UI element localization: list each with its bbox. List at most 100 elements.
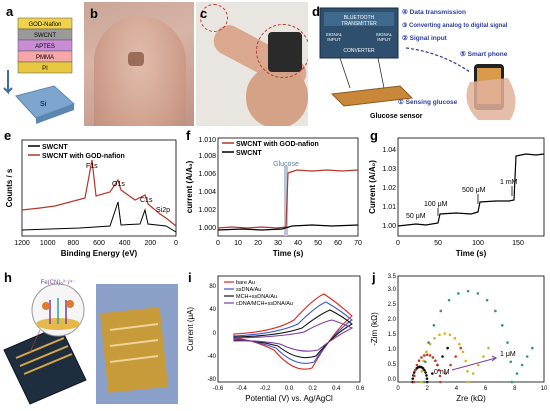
x-axis-label: Time (s) bbox=[456, 249, 487, 258]
panel-f: f SWCNT with GOD-nafion SWCNT Glucose 1.… bbox=[182, 128, 364, 260]
panel-label-g: g bbox=[370, 128, 378, 143]
nyquist-point bbox=[427, 341, 430, 344]
nyquist-point bbox=[453, 337, 457, 340]
panel-label-b: b bbox=[90, 6, 98, 21]
panel-label-f: f bbox=[186, 128, 191, 143]
nyquist-point bbox=[520, 363, 524, 367]
annotation-1mm: 1 mM bbox=[500, 179, 518, 186]
x-tick: 20 bbox=[254, 240, 262, 247]
annotation-500um: 500 μM bbox=[462, 187, 486, 194]
x-tick: 2 bbox=[426, 386, 430, 392]
panel-a: a GOD-Nafion SWCNT APTES PMMA PI Si bbox=[0, 0, 82, 128]
arrow-icon bbox=[451, 355, 498, 371]
x-axis-label: Potential (V) vs. Ag/AgCl bbox=[245, 394, 333, 403]
redox-molecule-icon bbox=[66, 300, 74, 308]
annotation-100um: 100 μM bbox=[424, 201, 448, 208]
x-tick: 0.0 bbox=[285, 386, 294, 392]
x-tick: 0 bbox=[174, 240, 178, 247]
x-tick: 8 bbox=[513, 386, 517, 392]
y-axis-label: Current (A/A₀) bbox=[368, 160, 377, 214]
layer-label-god-nafion: GOD-Nafion bbox=[28, 22, 61, 28]
annotation-1um: 1 μM bbox=[500, 351, 516, 358]
step-smart-phone: ⑤ Smart phone bbox=[460, 50, 508, 58]
nyquist-point bbox=[457, 292, 460, 295]
x-tick: 0.2 bbox=[309, 386, 318, 392]
nyquist-point bbox=[424, 371, 427, 374]
x-ticks: 0 2 4 6 8 10 bbox=[396, 386, 548, 392]
nyquist-point bbox=[485, 298, 489, 302]
arrow-icon bbox=[3, 70, 13, 95]
x-tick: -0.4 bbox=[237, 386, 248, 392]
panel-d: d BLUETOOTH TRANSMITTER SIGNAL INPUT CON… bbox=[310, 2, 548, 126]
nyquist-point bbox=[437, 368, 441, 372]
nyquist-point bbox=[431, 356, 435, 359]
series-swcnt-god bbox=[217, 169, 359, 229]
nyquist-points bbox=[411, 289, 534, 384]
x-tick: 1200 bbox=[14, 240, 30, 247]
nyquist-point bbox=[423, 368, 426, 372]
panel-label-i: i bbox=[188, 270, 192, 285]
x-tick: -0.6 bbox=[213, 386, 224, 392]
nyquist-point bbox=[449, 363, 452, 367]
y-tick: 1.00 bbox=[382, 223, 396, 230]
y-tick: 2.5 bbox=[388, 302, 397, 308]
x-tick: 0 bbox=[216, 240, 220, 247]
x-tick: 40 bbox=[294, 240, 302, 247]
nyquist-point bbox=[422, 380, 426, 384]
x-axis-label: Time (s) bbox=[273, 249, 304, 258]
series-ssdna-au bbox=[233, 301, 353, 364]
x-axis-label: Binding Energy (eV) bbox=[61, 249, 138, 258]
step-data-transmission: ④ Data transmission bbox=[402, 8, 466, 16]
nyquist-point bbox=[425, 350, 428, 354]
nyquist-point bbox=[436, 363, 439, 367]
nyquist-point bbox=[432, 324, 436, 327]
highlight-circle-finger bbox=[200, 4, 228, 32]
nyquist-point bbox=[509, 360, 513, 364]
nyquist-point bbox=[421, 367, 425, 370]
molecule-label: Fe(CN)₆³⁻/⁴⁻ bbox=[41, 279, 76, 286]
x-tick: 0.6 bbox=[356, 386, 365, 392]
panel-b-photo: b bbox=[84, 2, 194, 126]
panel-e: e SWCNT SWCNT with GOD-nafion F1s O1s C1… bbox=[0, 128, 182, 260]
signal-input-label-1: SIGNAL bbox=[326, 32, 343, 37]
layer-stack-diagram: GOD-Nafion SWCNT APTES PMMA PI Si bbox=[3, 17, 75, 124]
x-tick: 6 bbox=[484, 386, 488, 392]
legend-swcnt: SWCNT bbox=[236, 150, 262, 157]
nyquist-point bbox=[412, 380, 416, 384]
nyquist-point bbox=[417, 359, 421, 362]
panel-j: j 0 nM 1 μM 0.0 0.5 1.0 1.5 2.0 2.5 3.0 … bbox=[368, 270, 550, 406]
dna-sensor-illustration: Fe(CN)₆³⁻/⁴⁻ bbox=[3, 279, 178, 405]
y-tick: 1.010 bbox=[198, 137, 216, 144]
nyquist-point bbox=[431, 372, 434, 375]
x-ticks: 0 50 100 150 bbox=[396, 240, 524, 247]
y-tick: 1.006 bbox=[198, 171, 216, 178]
y-tick: 1.0 bbox=[388, 347, 397, 353]
nyquist-point bbox=[454, 355, 457, 358]
y-tick: 1.008 bbox=[198, 153, 216, 160]
peak-c1s: C1s bbox=[140, 197, 153, 204]
x-tick: 30 bbox=[274, 240, 282, 247]
x-tick: 50 bbox=[434, 240, 442, 247]
x-tick: 50 bbox=[314, 240, 322, 247]
nyquist-point bbox=[413, 374, 416, 378]
series-swcnt-god bbox=[21, 159, 177, 227]
x-tick: 0 bbox=[396, 240, 400, 247]
nyquist-point bbox=[466, 289, 470, 293]
nyquist-point bbox=[447, 298, 451, 302]
nyquist-point bbox=[425, 380, 429, 384]
y-axis-label: -Zim (kΩ) bbox=[370, 312, 379, 346]
x-ticks: 1200 1000 800 600 400 200 0 bbox=[14, 240, 178, 247]
x-tick: 60 bbox=[334, 240, 342, 247]
series-bare-au bbox=[233, 293, 353, 370]
y-ticks: -80 -40 0 40 80 bbox=[207, 284, 216, 383]
layer-pi bbox=[17, 61, 73, 74]
x-tick: 600 bbox=[93, 240, 105, 247]
panel-label-c: c bbox=[200, 6, 208, 21]
peak-f1s: F1s bbox=[86, 163, 98, 170]
y-tick: 3.5 bbox=[388, 274, 397, 280]
nyquist-point bbox=[434, 359, 437, 362]
y-axis-label: current (A/A₀) bbox=[185, 160, 194, 213]
nyquist-point bbox=[438, 333, 441, 337]
series-mch-ssdna bbox=[233, 309, 353, 359]
x-ticks: 0 10 20 30 40 50 60 70 bbox=[216, 240, 362, 247]
